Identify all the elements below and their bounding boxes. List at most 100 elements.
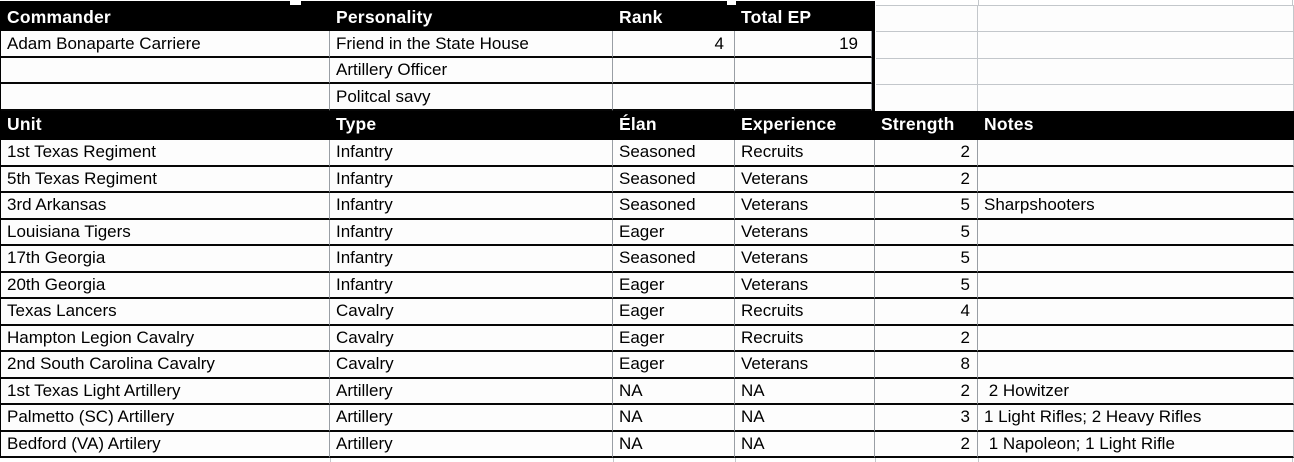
unit-experience-cell[interactable]: NA [735,431,875,458]
unit-strength-cell[interactable]: 5 [875,219,978,246]
total-ep-header-cell[interactable]: Total EP [735,5,872,31]
personality-header-cell[interactable]: Personality [330,5,613,31]
unit-elan-cell[interactable]: Eager [613,272,735,299]
elan-header-cell[interactable]: Élan [613,111,735,140]
unit-strength-cell[interactable]: 5 [875,193,978,220]
unit-type-cell[interactable]: Infantry [330,246,613,273]
rank-value-cell[interactable]: 4 [613,31,735,58]
unit-notes-cell[interactable] [978,272,1294,299]
unit-strength-cell[interactable]: 4 [875,299,978,326]
unit-name-cell[interactable]: 20th Georgia [1,272,330,299]
unit-elan-cell[interactable]: Seasoned [613,166,735,193]
empty-cell[interactable] [876,6,978,32]
unit-type-cell[interactable]: Infantry [330,166,613,193]
unit-strength-cell[interactable]: 5 [875,272,978,299]
unit-name-cell[interactable]: Bedford (VA) Artilery [1,431,330,458]
empty-cell[interactable] [613,84,735,111]
unit-elan-cell[interactable]: Eager [613,325,735,352]
unit-notes-cell[interactable] [978,352,1294,379]
unit-notes-cell[interactable] [978,166,1294,193]
type-header-cell[interactable]: Type [330,111,613,140]
unit-type-cell[interactable]: Cavalry [330,299,613,326]
unit-type-cell[interactable]: Artillery [330,378,613,405]
personality-trait-cell[interactable]: Friend in the State House [330,31,613,58]
unit-name-cell[interactable]: Louisiana Tigers [1,219,330,246]
unit-notes-cell[interactable] [978,299,1294,326]
unit-experience-cell[interactable]: Veterans [735,193,875,220]
unit-name-cell[interactable]: Palmetto (SC) Artillery [1,405,330,432]
unit-header-cell[interactable]: Unit [1,111,330,140]
unit-name-cell[interactable]: Hampton Legion Cavalry [1,325,330,352]
unit-type-cell[interactable]: Artillery [330,405,613,432]
unit-type-cell[interactable]: Cavalry [330,325,613,352]
unit-notes-cell[interactable]: 1 Napoleon; 1 Light Rifle [978,431,1294,458]
unit-name-cell[interactable]: 3rd Arkansas [1,193,330,220]
commander-header-cell[interactable]: Commander [1,5,330,31]
unit-name-cell[interactable]: 17th Georgia [1,246,330,273]
empty-cell[interactable] [978,59,1294,85]
unit-notes-cell[interactable] [978,140,1294,167]
unit-elan-cell[interactable]: Eager [613,352,735,379]
unit-experience-cell[interactable]: NA [735,405,875,432]
unit-notes-cell[interactable]: Sharpshooters [978,193,1294,220]
unit-experience-cell[interactable]: Veterans [735,272,875,299]
empty-cell[interactable] [613,58,735,84]
unit-experience-cell[interactable]: Recruits [735,325,875,352]
strength-header-cell[interactable]: Strength [875,111,978,140]
unit-strength-cell[interactable]: 2 [875,378,978,405]
unit-type-cell[interactable]: Infantry [330,193,613,220]
empty-cell[interactable] [1,84,330,111]
unit-notes-cell[interactable] [978,219,1294,246]
notes-header-cell[interactable]: Notes [978,111,1294,140]
empty-cell[interactable] [978,32,1294,59]
unit-name-cell[interactable]: 2nd South Carolina Cavalry [1,352,330,379]
unit-type-cell[interactable]: Cavalry [330,352,613,379]
empty-cell[interactable] [876,32,978,59]
unit-name-cell[interactable]: 1st Texas Light Artillery [1,378,330,405]
unit-strength-cell[interactable]: 5 [875,246,978,273]
unit-experience-cell[interactable]: Recruits [735,140,875,167]
unit-strength-cell[interactable]: 2 [875,325,978,352]
unit-type-cell[interactable]: Infantry [330,272,613,299]
unit-elan-cell[interactable]: Eager [613,299,735,326]
unit-type-cell[interactable]: Artillery [330,431,613,458]
empty-cell[interactable] [978,6,1294,32]
unit-experience-cell[interactable]: Veterans [735,166,875,193]
unit-elan-cell[interactable]: NA [613,378,735,405]
unit-experience-cell[interactable]: Veterans [735,219,875,246]
unit-strength-cell[interactable]: 2 [875,140,978,167]
unit-strength-cell[interactable]: 3 [875,405,978,432]
unit-elan-cell[interactable]: NA [613,431,735,458]
unit-elan-cell[interactable]: Seasoned [613,140,735,167]
unit-elan-cell[interactable]: Seasoned [613,193,735,220]
unit-elan-cell[interactable]: Eager [613,219,735,246]
empty-cell[interactable] [735,84,872,111]
commander-name-cell[interactable]: Adam Bonaparte Carriere [1,31,330,58]
empty-cell[interactable] [1,58,330,84]
empty-cell[interactable] [735,58,872,84]
unit-type-cell[interactable]: Infantry [330,219,613,246]
unit-experience-cell[interactable]: Veterans [735,352,875,379]
unit-name-cell[interactable]: Texas Lancers [1,299,330,326]
unit-experience-cell[interactable]: NA [735,378,875,405]
unit-strength-cell[interactable]: 2 [875,166,978,193]
unit-elan-cell[interactable]: Seasoned [613,246,735,273]
empty-cell[interactable] [978,85,1294,112]
unit-type-cell[interactable]: Infantry [330,140,613,167]
unit-name-cell[interactable]: 5th Texas Regiment [1,166,330,193]
unit-experience-cell[interactable]: Veterans [735,246,875,273]
total-ep-value-cell[interactable]: 19 [735,31,872,58]
unit-notes-cell[interactable] [978,325,1294,352]
rank-header-cell[interactable]: Rank [613,5,735,31]
unit-experience-cell[interactable]: Recruits [735,299,875,326]
unit-elan-cell[interactable]: NA [613,405,735,432]
unit-strength-cell[interactable]: 2 [875,431,978,458]
unit-strength-cell[interactable]: 8 [875,352,978,379]
unit-notes-cell[interactable]: 2 Howitzer [978,378,1294,405]
empty-cell[interactable] [876,59,978,85]
experience-header-cell[interactable]: Experience [735,111,875,140]
unit-notes-cell[interactable] [978,246,1294,273]
personality-trait-cell[interactable]: Artillery Officer [330,58,613,84]
unit-notes-cell[interactable]: 1 Light Rifles; 2 Heavy Rifles [978,405,1294,432]
personality-trait-cell[interactable]: Politcal savy [330,84,613,111]
